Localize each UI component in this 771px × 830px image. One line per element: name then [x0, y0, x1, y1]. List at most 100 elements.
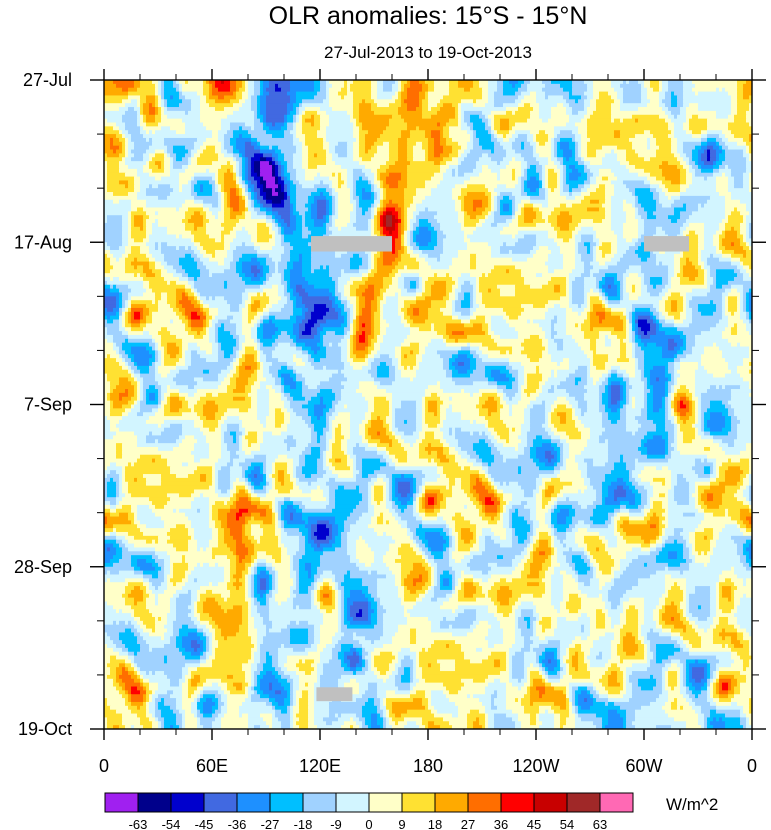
- heatmap-cell: [491, 192, 498, 197]
- heatmap-cell: [395, 292, 399, 297]
- heatmap-cell: [290, 269, 303, 274]
- heatmap-cell: [254, 323, 258, 328]
- heatmap-cell: [335, 331, 345, 336]
- heatmap-cell: [578, 242, 585, 247]
- heatmap-cell: [248, 199, 252, 205]
- heatmap-cell: [221, 145, 225, 151]
- heatmap-cell: [638, 118, 666, 124]
- heatmap-cell: [377, 215, 381, 220]
- heatmap-cell: [542, 203, 549, 209]
- heatmap-cell: [497, 176, 501, 182]
- heatmap-cell: [563, 265, 576, 270]
- heatmap-cell: [302, 141, 306, 147]
- heatmap-cell: [110, 137, 114, 143]
- heatmap-cell: [254, 122, 264, 127]
- heatmap-cell: [614, 253, 624, 259]
- heatmap-cell: [359, 161, 387, 166]
- heatmap-cell: [404, 280, 411, 286]
- heatmap-cell: [293, 103, 300, 108]
- heatmap-cell: [524, 103, 531, 108]
- heatmap-cell: [242, 80, 246, 85]
- heatmap-cell: [545, 180, 549, 185]
- heatmap-cell: [419, 126, 444, 131]
- heatmap-cell: [707, 134, 720, 139]
- heatmap-cell: [359, 134, 366, 139]
- heatmap-cell: [164, 91, 180, 97]
- heatmap-cell: [680, 215, 690, 220]
- heatmap-cell: [185, 153, 192, 158]
- heatmap-cell: [662, 296, 669, 301]
- heatmap-cell: [290, 87, 315, 93]
- heatmap-cell: [203, 311, 207, 317]
- heatmap-cell: [386, 180, 399, 185]
- heatmap-cell: [119, 257, 126, 263]
- heatmap-cell: [296, 215, 303, 220]
- heatmap-cell: [353, 149, 360, 154]
- heatmap-cell: [134, 80, 141, 85]
- heatmap-cell: [317, 172, 321, 178]
- heatmap-cell: [386, 126, 408, 131]
- heatmap-cell: [317, 319, 327, 324]
- heatmap-cell: [395, 242, 402, 247]
- heatmap-cell: [482, 153, 489, 158]
- heatmap-cell: [734, 118, 747, 124]
- heatmap-cell: [488, 122, 492, 127]
- heatmap-cell: [581, 226, 594, 232]
- heatmap-cell: [221, 342, 237, 348]
- heatmap-cell: [311, 269, 315, 274]
- heatmap-cell: [398, 91, 402, 97]
- heatmap-cell: [479, 141, 495, 147]
- heatmap-cell: [569, 304, 579, 309]
- heatmap-cell: [731, 107, 738, 112]
- heatmap-cell: [581, 153, 588, 158]
- heatmap-cell: [296, 184, 303, 189]
- heatmap-cell: [497, 284, 516, 290]
- heatmap-cell: [635, 199, 639, 205]
- heatmap-cell: [401, 253, 411, 259]
- heatmap-cell: [380, 253, 384, 259]
- heatmap-cell: [398, 211, 402, 216]
- heatmap-cell: [260, 277, 267, 282]
- heatmap-cell: [677, 164, 684, 170]
- heatmap-cell: [293, 307, 303, 313]
- heatmap-cell: [701, 141, 708, 147]
- heatmap-cell: [431, 176, 444, 182]
- heatmap-cell: [548, 137, 552, 143]
- heatmap-cell: [344, 95, 354, 100]
- heatmap-cell: [209, 234, 222, 239]
- heatmap-cell: [590, 323, 624, 328]
- heatmap-cell: [140, 118, 144, 124]
- heatmap-cell: [332, 153, 339, 158]
- heatmap-cell: [404, 238, 408, 243]
- heatmap-cell: [161, 95, 165, 100]
- heatmap-cell: [593, 80, 612, 85]
- heatmap-cell: [677, 99, 684, 104]
- heatmap-cell: [689, 122, 708, 127]
- heatmap-cell: [674, 265, 681, 270]
- heatmap-cell: [179, 87, 183, 93]
- heatmap-cell: [341, 269, 345, 274]
- heatmap-cell: [326, 215, 330, 220]
- heatmap-cell: [233, 176, 237, 182]
- heatmap-cell: [155, 107, 159, 112]
- heatmap-cell: [674, 199, 708, 205]
- heatmap-cell: [704, 277, 708, 282]
- heatmap-cell: [359, 265, 369, 270]
- heatmap-cell: [575, 234, 582, 239]
- heatmap-cell: [323, 99, 330, 104]
- heatmap-cell: [671, 118, 687, 124]
- heatmap-cell: [137, 122, 141, 127]
- heatmap-cell: [587, 246, 591, 251]
- heatmap-cell: [662, 180, 672, 185]
- heatmap-cell: [524, 184, 528, 189]
- heatmap-cell: [596, 277, 603, 282]
- heatmap-cell: [137, 257, 150, 263]
- heatmap-cell: [569, 188, 573, 193]
- heatmap-cell: [299, 323, 306, 328]
- heatmap-cell: [248, 304, 252, 309]
- heatmap-cell: [182, 188, 192, 193]
- heatmap-cell: [665, 284, 672, 290]
- heatmap-cell: [674, 207, 687, 212]
- heatmap-cell: [542, 118, 549, 124]
- heatmap-cell: [371, 249, 378, 255]
